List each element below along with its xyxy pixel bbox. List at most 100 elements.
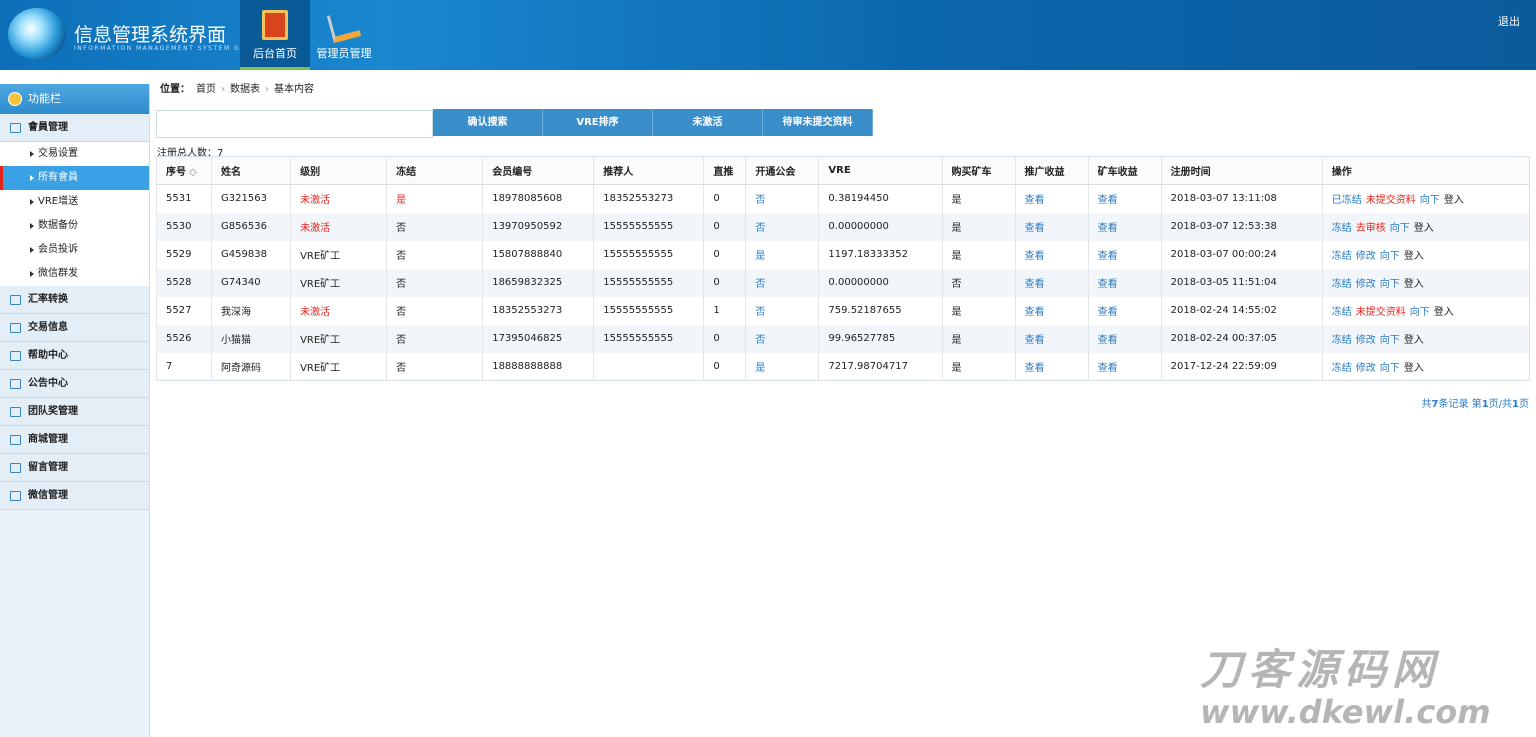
cell-link[interactable]: 查看 xyxy=(1097,223,1118,234)
menu-group[interactable]: 會員管理 xyxy=(0,114,149,142)
cell-link[interactable]: 否 xyxy=(755,307,766,318)
menu-item[interactable]: VRE增送 xyxy=(0,190,149,214)
table-cell: 是 xyxy=(941,352,1016,381)
cell-text: 是 xyxy=(951,335,962,346)
menu-item[interactable]: 会员投诉 xyxy=(0,238,149,262)
row-action[interactable]: 向下 xyxy=(1379,279,1400,290)
cell-link[interactable]: 查看 xyxy=(1097,362,1118,374)
row-action[interactable]: 修改 xyxy=(1355,251,1376,262)
breadcrumb-item[interactable]: 数据表 xyxy=(230,84,260,95)
table-cell: 否 xyxy=(745,184,819,213)
cell-link[interactable]: 查看 xyxy=(1097,251,1118,262)
table-cell: 小猫猫 xyxy=(211,324,291,353)
row-action[interactable]: 冻结 xyxy=(1331,335,1352,346)
row-action[interactable]: 去审核 xyxy=(1355,223,1386,234)
menu-item[interactable]: 微信群发 xyxy=(0,262,149,286)
action-button[interactable]: 未激活 xyxy=(653,109,763,136)
row-action[interactable]: 向下 xyxy=(1419,195,1440,207)
menu-group[interactable]: 帮助中心 xyxy=(0,342,149,370)
row-action[interactable]: 冻结 xyxy=(1331,362,1352,374)
cell-link[interactable]: 查看 xyxy=(1024,195,1045,207)
row-action[interactable]: 向下 xyxy=(1409,307,1430,318)
row-action[interactable]: 登入 xyxy=(1433,307,1454,318)
row-action[interactable]: 修改 xyxy=(1355,335,1376,346)
row-action[interactable]: 登入 xyxy=(1403,362,1424,374)
breadcrumb-item[interactable]: 首页 xyxy=(196,84,216,95)
cell-link[interactable]: 否 xyxy=(755,335,766,346)
table-cell: 否 xyxy=(745,324,819,353)
cell-link[interactable]: 查看 xyxy=(1097,279,1118,290)
action-button[interactable]: 待审未提交资料 xyxy=(763,109,873,136)
row-action[interactable]: 冻结 xyxy=(1331,251,1352,262)
menu-group-label: 交易信息 xyxy=(28,322,68,333)
cell-link[interactable]: 查看 xyxy=(1097,335,1118,346)
column-header: 会员编号 xyxy=(482,156,594,185)
pager: 共7条记录 第1页/共1页 xyxy=(1422,395,1529,410)
cell-link[interactable]: 查看 xyxy=(1024,307,1045,318)
menu-group[interactable]: 交易信息 xyxy=(0,314,149,342)
cell-link[interactable]: 查看 xyxy=(1024,362,1045,374)
cell-text: 2018-03-05 11:51:04 xyxy=(1170,277,1277,288)
table-cell: 查看 xyxy=(1087,324,1162,353)
table-cell: 是 xyxy=(386,184,483,213)
cell-text: 是 xyxy=(951,362,962,374)
menu-group[interactable]: 留言管理 xyxy=(0,454,149,482)
menu-group[interactable]: 公告中心 xyxy=(0,370,149,398)
cell-link[interactable]: 查看 xyxy=(1097,195,1118,207)
row-action[interactable]: 未提交资料 xyxy=(1355,307,1406,318)
row-action[interactable]: 冻结 xyxy=(1331,223,1352,234)
row-action[interactable]: 向下 xyxy=(1379,362,1400,374)
row-action[interactable]: 登入 xyxy=(1403,335,1424,346)
cell-link[interactable]: 是 xyxy=(755,251,766,262)
row-action[interactable]: 登入 xyxy=(1443,195,1464,207)
cell-text: G459838 xyxy=(221,249,267,260)
logout-link[interactable]: 退出 xyxy=(1498,15,1520,28)
row-action[interactable]: 登入 xyxy=(1413,223,1434,234)
action-button[interactable]: 确认搜索 xyxy=(433,109,543,136)
breadcrumb-item[interactable]: 基本内容 xyxy=(274,84,314,95)
menu-item[interactable]: 数据备份 xyxy=(0,214,149,238)
menu-item[interactable]: 所有會員 xyxy=(0,166,149,190)
row-action[interactable]: 登入 xyxy=(1403,251,1424,262)
search-input[interactable] xyxy=(156,110,433,138)
row-action[interactable]: 冻结 xyxy=(1331,279,1352,290)
cell-link[interactable]: 查看 xyxy=(1024,335,1045,346)
cell-text: VRE矿工 xyxy=(300,335,341,346)
menu-group[interactable]: 微信管理 xyxy=(0,482,149,510)
menu-group[interactable]: 商城管理 xyxy=(0,426,149,454)
cell-link[interactable]: 否 xyxy=(755,279,766,290)
cell-link[interactable]: 查看 xyxy=(1024,251,1045,262)
cell-link[interactable]: 查看 xyxy=(1097,307,1118,318)
cell-text: 2018-02-24 14:55:02 xyxy=(1170,305,1277,316)
row-action[interactable]: 向下 xyxy=(1389,223,1410,234)
cell-text: 0 xyxy=(713,277,720,288)
table-cell: 否 xyxy=(745,296,819,325)
nav-home[interactable]: 后台首页 xyxy=(240,0,310,70)
row-action[interactable]: 向下 xyxy=(1379,335,1400,346)
row-action[interactable]: 登入 xyxy=(1403,279,1424,290)
row-action[interactable]: 已冻结 xyxy=(1331,195,1362,207)
sidebar-title-text: 功能栏 xyxy=(28,92,61,105)
nav-admin[interactable]: 管理员管理 xyxy=(310,0,378,70)
status-text: 未激活 xyxy=(300,223,331,234)
row-action[interactable]: 向下 xyxy=(1379,251,1400,262)
table-row: 7 阿奇源码 VRE矿工 否 18888888888 0 是 7217.98704717 是 查看… xyxy=(155,352,1530,381)
action-button[interactable]: VRE排序 xyxy=(543,109,653,136)
row-action[interactable]: 冻结 xyxy=(1331,307,1352,318)
row-action[interactable]: 修改 xyxy=(1355,279,1376,290)
cell-text: 7 xyxy=(166,360,173,372)
cell-link[interactable]: 是 xyxy=(755,362,766,374)
row-action[interactable]: 修改 xyxy=(1355,362,1376,374)
cell-link[interactable]: 否 xyxy=(755,195,766,207)
row-action[interactable]: 未提交资料 xyxy=(1365,195,1416,207)
menu-group[interactable]: 团队奖管理 xyxy=(0,398,149,426)
cell-link[interactable]: 否 xyxy=(755,223,766,234)
menu-icon xyxy=(10,407,21,417)
cell-link[interactable]: 查看 xyxy=(1024,223,1045,234)
table-cell: 未激活 xyxy=(290,212,387,241)
column-header-text: 推荐人 xyxy=(603,167,634,178)
cell-link[interactable]: 查看 xyxy=(1024,279,1045,290)
menu-group[interactable]: 汇率转换 xyxy=(0,286,149,314)
menu-item[interactable]: 交易设置 xyxy=(0,142,149,166)
